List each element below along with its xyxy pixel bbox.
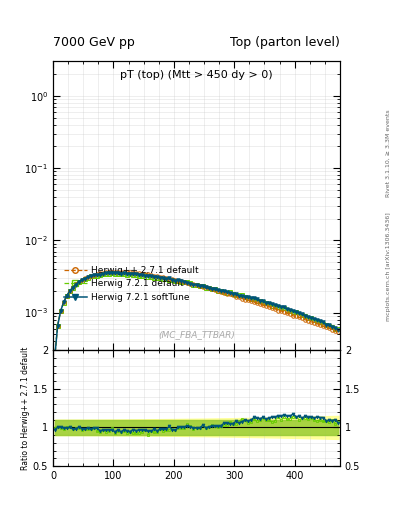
Text: mcplots.cern.ch [arXiv:1306.3436]: mcplots.cern.ch [arXiv:1306.3436] [386,212,391,321]
Text: 7000 GeV pp: 7000 GeV pp [53,36,135,49]
Y-axis label: Ratio to Herwig++ 2.7.1 default: Ratio to Herwig++ 2.7.1 default [21,347,30,470]
Legend: Herwig++ 2.7.1 default, Herwig 7.2.1 default, Herwig 7.2.1 softTune: Herwig++ 2.7.1 default, Herwig 7.2.1 def… [61,262,202,305]
Text: Rivet 3.1.10, ≥ 3.3M events: Rivet 3.1.10, ≥ 3.3M events [386,110,391,198]
Text: pT (top) (Mtt > 450 dy > 0): pT (top) (Mtt > 450 dy > 0) [120,70,273,80]
Text: (MC_FBA_TTBAR): (MC_FBA_TTBAR) [158,330,235,339]
Text: Top (parton level): Top (parton level) [230,36,340,49]
